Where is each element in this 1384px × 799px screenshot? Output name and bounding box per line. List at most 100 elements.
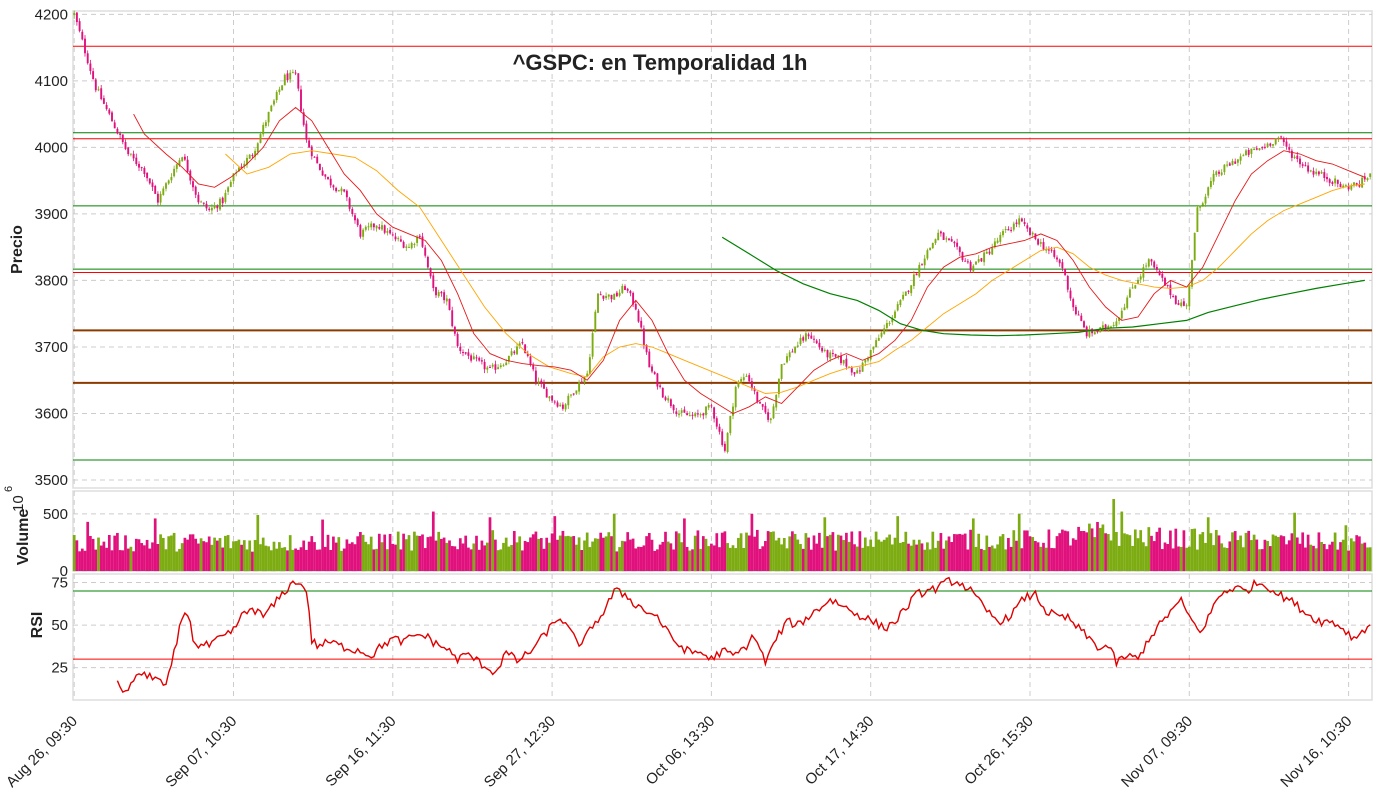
candle	[1304, 161, 1307, 167]
volume-bar	[1093, 537, 1097, 571]
volume-bar	[1266, 540, 1269, 571]
volume-bar	[448, 540, 451, 571]
volume-bar	[1104, 533, 1107, 571]
volume-bar	[515, 542, 519, 571]
volume-bar	[747, 535, 751, 571]
candle	[1293, 154, 1296, 160]
candle	[329, 175, 332, 188]
volume-bar	[1171, 548, 1175, 571]
candle	[737, 380, 740, 389]
candle	[991, 243, 994, 256]
volume-bar	[1366, 547, 1369, 571]
candle	[216, 204, 219, 212]
candle	[726, 432, 729, 454]
volume-bar	[1352, 541, 1356, 571]
candle	[578, 379, 581, 395]
volume-bar	[553, 516, 557, 571]
candle	[92, 67, 95, 80]
candle	[1331, 180, 1334, 186]
volume-bar	[315, 549, 319, 571]
volume-bar	[615, 551, 619, 571]
candle	[675, 407, 678, 417]
candle	[1058, 258, 1061, 267]
candle	[499, 362, 502, 369]
volume-bar	[359, 532, 362, 571]
candle	[1031, 231, 1034, 238]
candle	[780, 364, 783, 382]
candle	[912, 270, 915, 290]
candle	[1010, 226, 1013, 233]
candle	[1299, 155, 1301, 168]
volume-bar	[575, 544, 578, 571]
volume-bar	[445, 542, 449, 571]
volume-bar	[607, 532, 611, 571]
candle	[618, 289, 621, 298]
volume-bar	[261, 537, 265, 571]
candle	[1158, 269, 1161, 276]
volume-bar	[920, 543, 924, 571]
candle	[713, 406, 716, 423]
candle	[1272, 144, 1274, 149]
volume-bar	[137, 539, 141, 571]
candle	[1234, 158, 1237, 164]
volume-bar	[1233, 531, 1237, 571]
volume-bar	[1328, 544, 1332, 571]
volume-bar	[234, 541, 238, 571]
candle	[229, 179, 232, 188]
candle	[75, 11, 78, 26]
volume-bar	[1349, 538, 1353, 571]
ma-long-line	[721, 236, 1365, 337]
volume-bar	[1047, 529, 1051, 571]
volume-bar	[1344, 525, 1348, 571]
candle	[270, 104, 273, 112]
volume-bar	[917, 539, 921, 571]
volume-bar	[218, 538, 222, 571]
candle	[958, 245, 961, 257]
candle	[310, 144, 313, 160]
candle	[877, 334, 880, 341]
candle	[97, 86, 100, 92]
candle	[300, 85, 302, 113]
volume-bar	[901, 541, 905, 571]
volume-bar	[1279, 535, 1283, 571]
volume-bar	[310, 536, 314, 571]
candle	[200, 200, 203, 203]
volume-bar	[1071, 538, 1075, 571]
x-tick-label: Nov 07, 09:30	[1118, 713, 1196, 791]
price-tick-label: 3900	[35, 206, 68, 223]
candle	[426, 255, 429, 269]
candle	[462, 349, 464, 357]
volume-bar	[1258, 549, 1261, 571]
candle	[888, 320, 891, 327]
volume-bar	[631, 538, 635, 571]
candle	[1290, 148, 1293, 162]
candle	[340, 186, 343, 195]
volume-bar	[337, 537, 341, 571]
volume-bar	[350, 542, 354, 571]
candle	[710, 403, 713, 409]
candle	[435, 286, 437, 298]
candle	[672, 404, 675, 414]
volume-bar	[642, 545, 646, 571]
volume-bar	[483, 545, 486, 571]
volume-bar	[151, 542, 154, 571]
candle	[440, 290, 443, 297]
volume-bar	[907, 543, 910, 571]
volume-bar	[548, 542, 551, 571]
volume-bar	[1155, 531, 1159, 571]
candle	[1137, 277, 1139, 285]
volume-bar	[458, 538, 462, 571]
candle	[162, 186, 165, 196]
candle	[1263, 143, 1266, 150]
candle	[324, 174, 327, 180]
volume-bar	[507, 546, 511, 571]
candle	[540, 378, 543, 388]
candle	[1269, 142, 1272, 148]
volume-bar	[558, 535, 562, 571]
candle	[1120, 307, 1123, 320]
volume-bar	[1274, 535, 1278, 571]
candle	[1261, 146, 1264, 151]
volume-bar	[413, 531, 416, 571]
volume-bar	[710, 543, 713, 571]
volume-bar	[1298, 543, 1302, 571]
